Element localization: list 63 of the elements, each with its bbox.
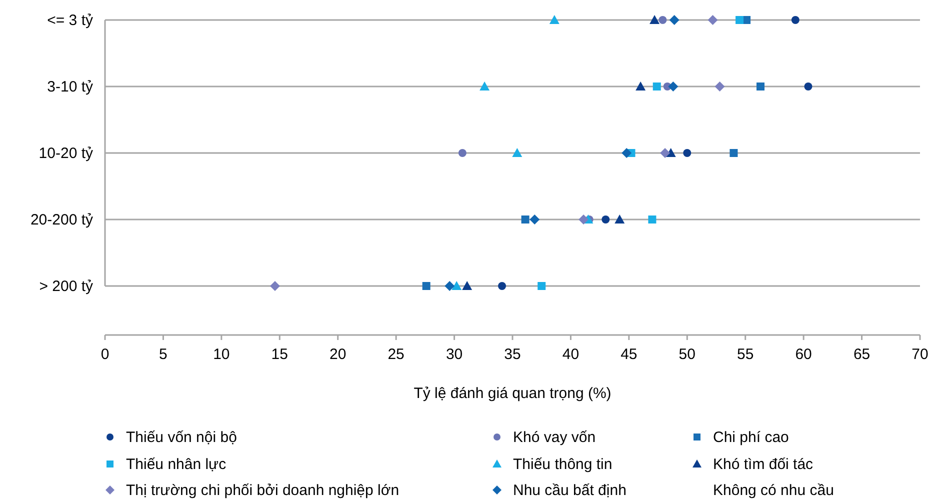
x-tick-label: 20 <box>330 346 346 363</box>
x-tick-label: 65 <box>853 346 870 363</box>
x-tick-label: 5 <box>159 346 168 363</box>
point <box>736 16 744 24</box>
x-tick-label: 15 <box>271 346 288 363</box>
x-tick-label: 55 <box>737 346 754 363</box>
point <box>498 282 506 290</box>
point <box>422 282 430 290</box>
point <box>538 282 546 290</box>
point <box>648 216 656 224</box>
point <box>652 82 661 90</box>
legend-label: Khó vay vốn <box>513 429 596 446</box>
point <box>708 15 718 25</box>
text: Không có nhu cầu <box>713 482 834 499</box>
point <box>452 281 462 290</box>
legend-label: Thiếu nhân lực <box>126 456 227 473</box>
y-tick-label: 3-10 tỷ <box>47 78 94 96</box>
legend-label: Thị trường chi phối bởi doanh nghiệp lớn <box>126 482 400 499</box>
point <box>512 148 522 157</box>
x-tick-label: 30 <box>446 346 463 363</box>
legend-label: Thiếu vốn nội bộ <box>126 429 237 446</box>
y-tick-label: <= 3 tỷ <box>47 12 94 29</box>
point <box>462 281 472 290</box>
point <box>549 15 560 24</box>
point <box>636 82 646 90</box>
point <box>683 149 692 157</box>
point <box>660 148 670 158</box>
legend-label: Khó tìm đối tác <box>713 456 814 473</box>
point <box>270 281 280 291</box>
point <box>614 214 625 224</box>
y-tick-label: > 200 tỷ <box>39 278 94 295</box>
x-tick-label: 40 <box>562 346 580 363</box>
legend-label: Nhu cầu bất định <box>513 482 626 499</box>
point <box>458 149 466 157</box>
x-tick-label: 60 <box>795 346 812 363</box>
point <box>730 149 738 157</box>
point <box>530 214 540 224</box>
point <box>578 214 589 224</box>
legend-label: Chi phí cao <box>713 429 789 446</box>
point <box>622 148 632 158</box>
point <box>804 82 812 90</box>
x-tick-label: 10 <box>213 346 230 363</box>
x-tick-label: 50 <box>678 346 696 363</box>
point <box>791 16 800 24</box>
x-tick-label: 45 <box>620 346 638 363</box>
point <box>444 281 455 291</box>
point <box>602 216 610 224</box>
x-tick-label: 25 <box>388 346 404 363</box>
point <box>658 16 667 24</box>
x-tick-label: 70 <box>912 346 928 363</box>
point <box>480 82 490 90</box>
x-tick-label: 0 <box>100 346 110 363</box>
point <box>756 82 764 90</box>
point <box>714 82 725 92</box>
legend-label: Thiếu thông tin <box>513 456 612 473</box>
point <box>650 15 660 24</box>
y-tick-label: 20-200 tỷ <box>30 212 94 228</box>
point <box>668 82 678 92</box>
y-tick-label: 10-20 tỷ <box>38 145 94 162</box>
point <box>521 216 530 224</box>
point <box>669 15 680 25</box>
x-tick-label: 35 <box>504 346 521 363</box>
x-axis-title: Tỷ lệ đánh giá quan trọng (%) <box>414 385 612 402</box>
